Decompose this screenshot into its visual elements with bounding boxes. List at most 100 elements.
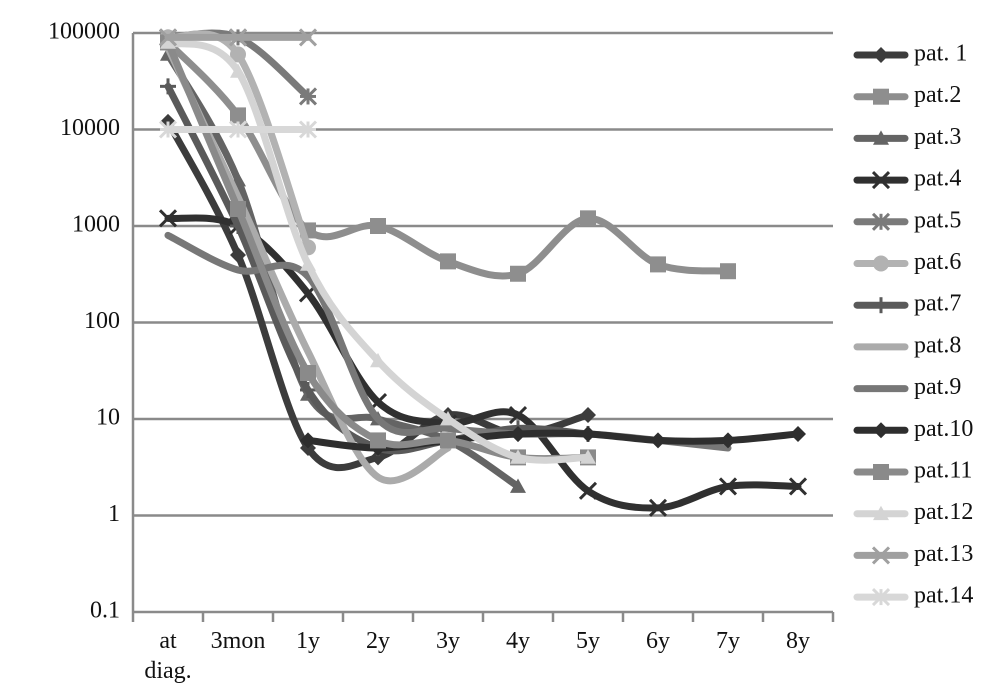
marker-shape	[648, 498, 668, 517]
marker-shape	[720, 263, 736, 280]
marker	[298, 87, 318, 106]
legend-label: pat. 1	[914, 41, 967, 67]
legend-label: pat.8	[914, 332, 961, 358]
legend-label: pat.2	[914, 82, 961, 108]
marker-shape	[230, 247, 246, 264]
y-tick-label: 0.1	[90, 598, 120, 624]
marker-shape	[873, 505, 889, 521]
legend-marker	[873, 505, 889, 521]
marker	[298, 28, 318, 47]
legend-marker	[873, 47, 889, 63]
legend-label: pat.11	[914, 458, 972, 484]
legend-marker	[873, 422, 889, 439]
marker	[300, 364, 316, 381]
marker	[440, 253, 456, 270]
x-tick-label: 1y	[296, 628, 320, 654]
marker	[510, 478, 526, 493]
legend-label: pat.9	[914, 374, 961, 400]
marker	[790, 425, 806, 442]
legend-label: pat.3	[914, 124, 961, 150]
marker-shape	[650, 256, 666, 273]
marker	[300, 432, 316, 449]
marker-shape	[650, 432, 666, 449]
marker	[158, 209, 178, 228]
marker	[228, 28, 248, 47]
marker	[298, 120, 318, 139]
marker	[370, 352, 386, 368]
legend-marker	[873, 464, 889, 480]
x-tick-label: 5y	[576, 628, 600, 654]
legend-label: pat.6	[914, 249, 961, 275]
y-tick-label: 10000	[60, 115, 120, 141]
marker	[230, 107, 246, 124]
x-tick-label: 3y	[436, 628, 460, 654]
legend-label: pat.5	[914, 207, 961, 233]
legend-marker	[871, 212, 891, 231]
marker	[578, 481, 598, 500]
marker-shape	[580, 210, 596, 227]
marker-shape	[228, 28, 248, 47]
marker	[230, 46, 246, 63]
marker-shape	[873, 464, 889, 480]
marker	[788, 477, 808, 496]
marker-shape	[873, 422, 889, 439]
marker-shape	[790, 425, 806, 442]
marker-shape	[788, 477, 808, 496]
x-tick-label: at diag.	[144, 628, 192, 684]
marker-shape	[873, 255, 889, 272]
marker-shape	[718, 477, 738, 496]
legend-marker	[871, 171, 891, 190]
marker-shape	[873, 130, 889, 145]
marker-shape	[440, 432, 456, 449]
y-tick-label: 1	[108, 501, 120, 527]
marker-shape	[370, 432, 386, 449]
marker	[510, 425, 526, 442]
marker-shape	[578, 481, 598, 500]
marker	[650, 432, 666, 449]
marker	[158, 28, 178, 47]
y-tick-label: 100	[84, 308, 120, 334]
marker-shape	[158, 209, 178, 228]
legend-marker	[873, 255, 889, 272]
legend-marker	[873, 88, 889, 105]
x-tick-label: 4y	[506, 628, 530, 654]
marker	[160, 78, 176, 95]
legend-marker	[873, 130, 889, 145]
marker-shape	[510, 478, 526, 493]
marker-shape	[370, 352, 386, 368]
marker	[230, 247, 246, 264]
marker-shape	[300, 364, 316, 381]
legend-marker	[873, 297, 889, 314]
marker	[580, 449, 596, 464]
marker	[648, 498, 668, 517]
marker-shape	[871, 546, 891, 565]
marker-shape	[580, 407, 596, 424]
marker	[508, 405, 528, 425]
marker	[580, 210, 596, 227]
marker	[230, 63, 246, 78]
marker-shape	[873, 88, 889, 105]
x-tick-label: 8y	[786, 628, 810, 654]
series-line	[164, 214, 802, 512]
x-tick-label: 3mon	[210, 628, 266, 654]
marker-shape	[230, 201, 246, 218]
x-tick-label: 2y	[366, 628, 390, 654]
legend-label: pat.4	[914, 166, 961, 192]
marker-shape	[580, 425, 596, 442]
marker	[650, 256, 666, 273]
legend-marker	[871, 546, 891, 565]
marker-shape	[230, 63, 246, 78]
marker-shape	[580, 449, 596, 464]
marker-shape	[160, 34, 176, 49]
marker	[580, 407, 596, 424]
marker	[580, 425, 596, 442]
x-tick-label: 6y	[646, 628, 670, 654]
legend-label: pat.7	[914, 291, 961, 317]
marker	[720, 263, 736, 280]
marker-shape	[720, 432, 736, 449]
marker	[440, 432, 456, 449]
marker-shape	[298, 28, 318, 47]
marker-shape	[230, 107, 246, 124]
